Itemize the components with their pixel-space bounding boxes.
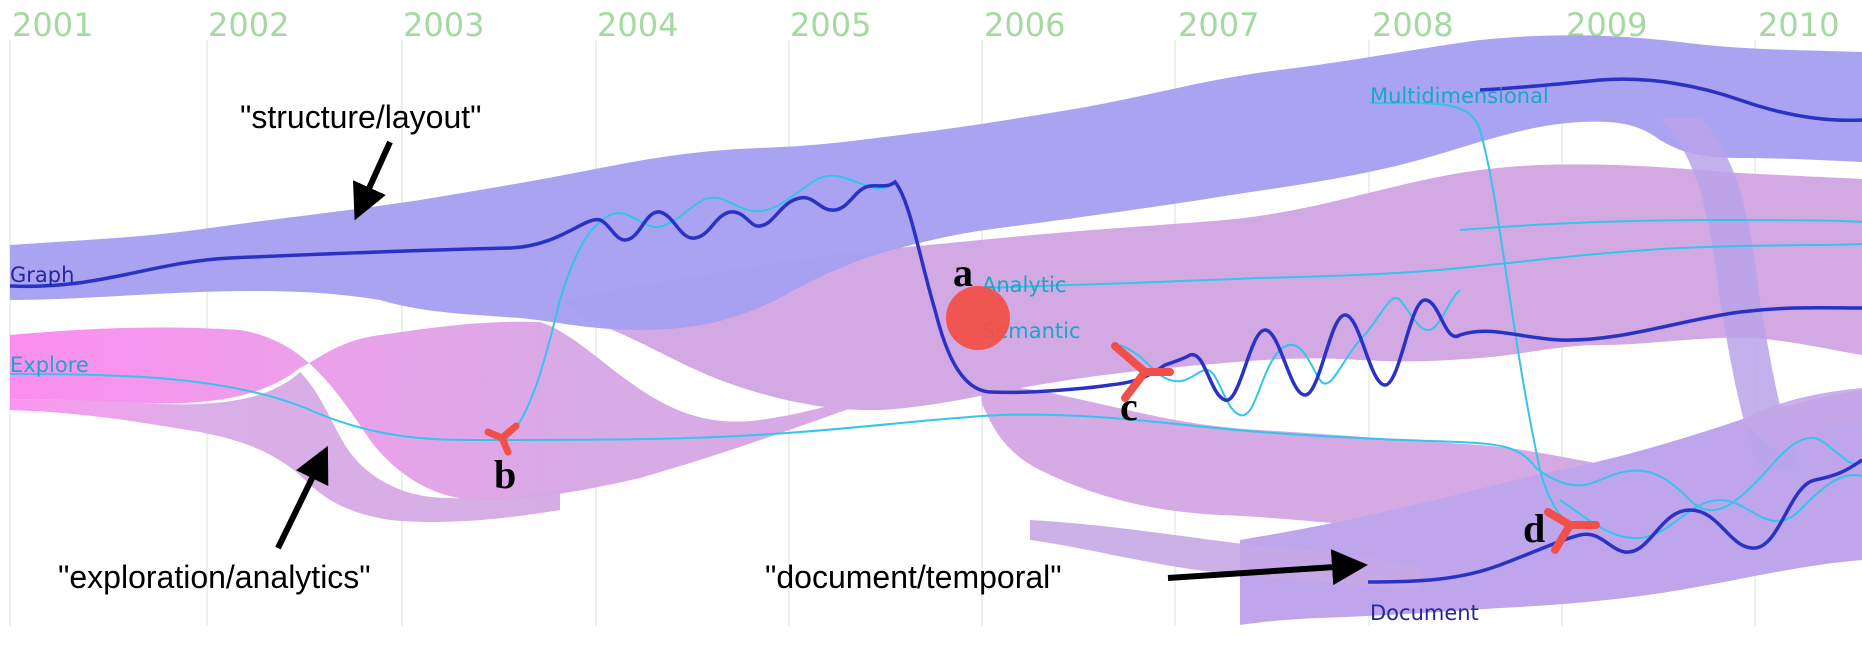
keyword-label-multidimensional: Multidimensional [1370,84,1549,108]
keyword-path-graph [9,179,1862,402]
keyword-paths-light [9,101,1862,540]
topic-band-structure [10,35,1862,330]
keyword-path-explore [9,373,1862,512]
keyword-path-semantic [1119,289,1461,417]
topic-flow-diagonal [1660,118,1800,470]
topic-band-exploration-lower [10,372,560,522]
topic-band-exploration [10,321,1640,540]
arrow-structure [353,140,393,221]
year-label: 2005 [790,6,871,44]
year-label: 2004 [597,6,678,44]
keyword-label-explore: Explore [10,353,89,377]
year-label: 2010 [1758,6,1839,44]
year-axis: 2001 2002 2003 2004 2005 2006 2007 2008 … [12,6,1839,44]
annotation-document: "document/temporal" [765,559,1062,595]
keyword-path-multidimensional-dark [1479,77,1862,123]
year-label: 2001 [12,6,93,44]
split-event-icon [1111,342,1174,402]
annotation-exploration: "exploration/analytics" [58,559,371,595]
annotation-arrows [275,140,1368,586]
marker-label-b: b [494,452,516,497]
keyword-path-analytic-upper [1459,218,1862,231]
split-event-icon [1544,508,1600,554]
topic-flow-document-strand [1030,520,1420,590]
event-markers [484,286,1600,554]
keyword-label-document: Document [1370,601,1479,625]
keyword-path-multidimensional [1369,101,1575,526]
merge-event-dot [946,286,1010,350]
year-label: 2007 [1178,6,1259,44]
keyword-path-document-light [1559,473,1862,540]
annotation-structure: "structure/layout" [240,99,481,135]
keyword-paths-dark [9,77,1862,584]
marker-letters: a b c d [494,250,1545,551]
marker-label-c: c [1120,384,1138,429]
marker-label-d: d [1523,506,1545,551]
year-label: 2002 [208,6,289,44]
keyword-labels: Graph Explore Analytic Semantic Multidim… [10,84,1549,625]
topic-flow-right-lower [1740,388,1862,455]
arrow-document [1167,549,1368,586]
year-label: 2006 [984,6,1065,44]
year-label: 2003 [403,6,484,44]
arrow-exploration [275,445,329,550]
keyword-path-analytic [981,243,1862,289]
keyword-label-graph: Graph [10,263,74,287]
keyword-path-document [1367,458,1862,584]
annotation-labels: "structure/layout" "exploration/analytic… [58,99,1062,595]
year-label: 2008 [1372,6,1453,44]
marker-label-a: a [953,250,973,295]
topic-bands [10,35,1862,625]
split-event-icon [484,422,520,456]
